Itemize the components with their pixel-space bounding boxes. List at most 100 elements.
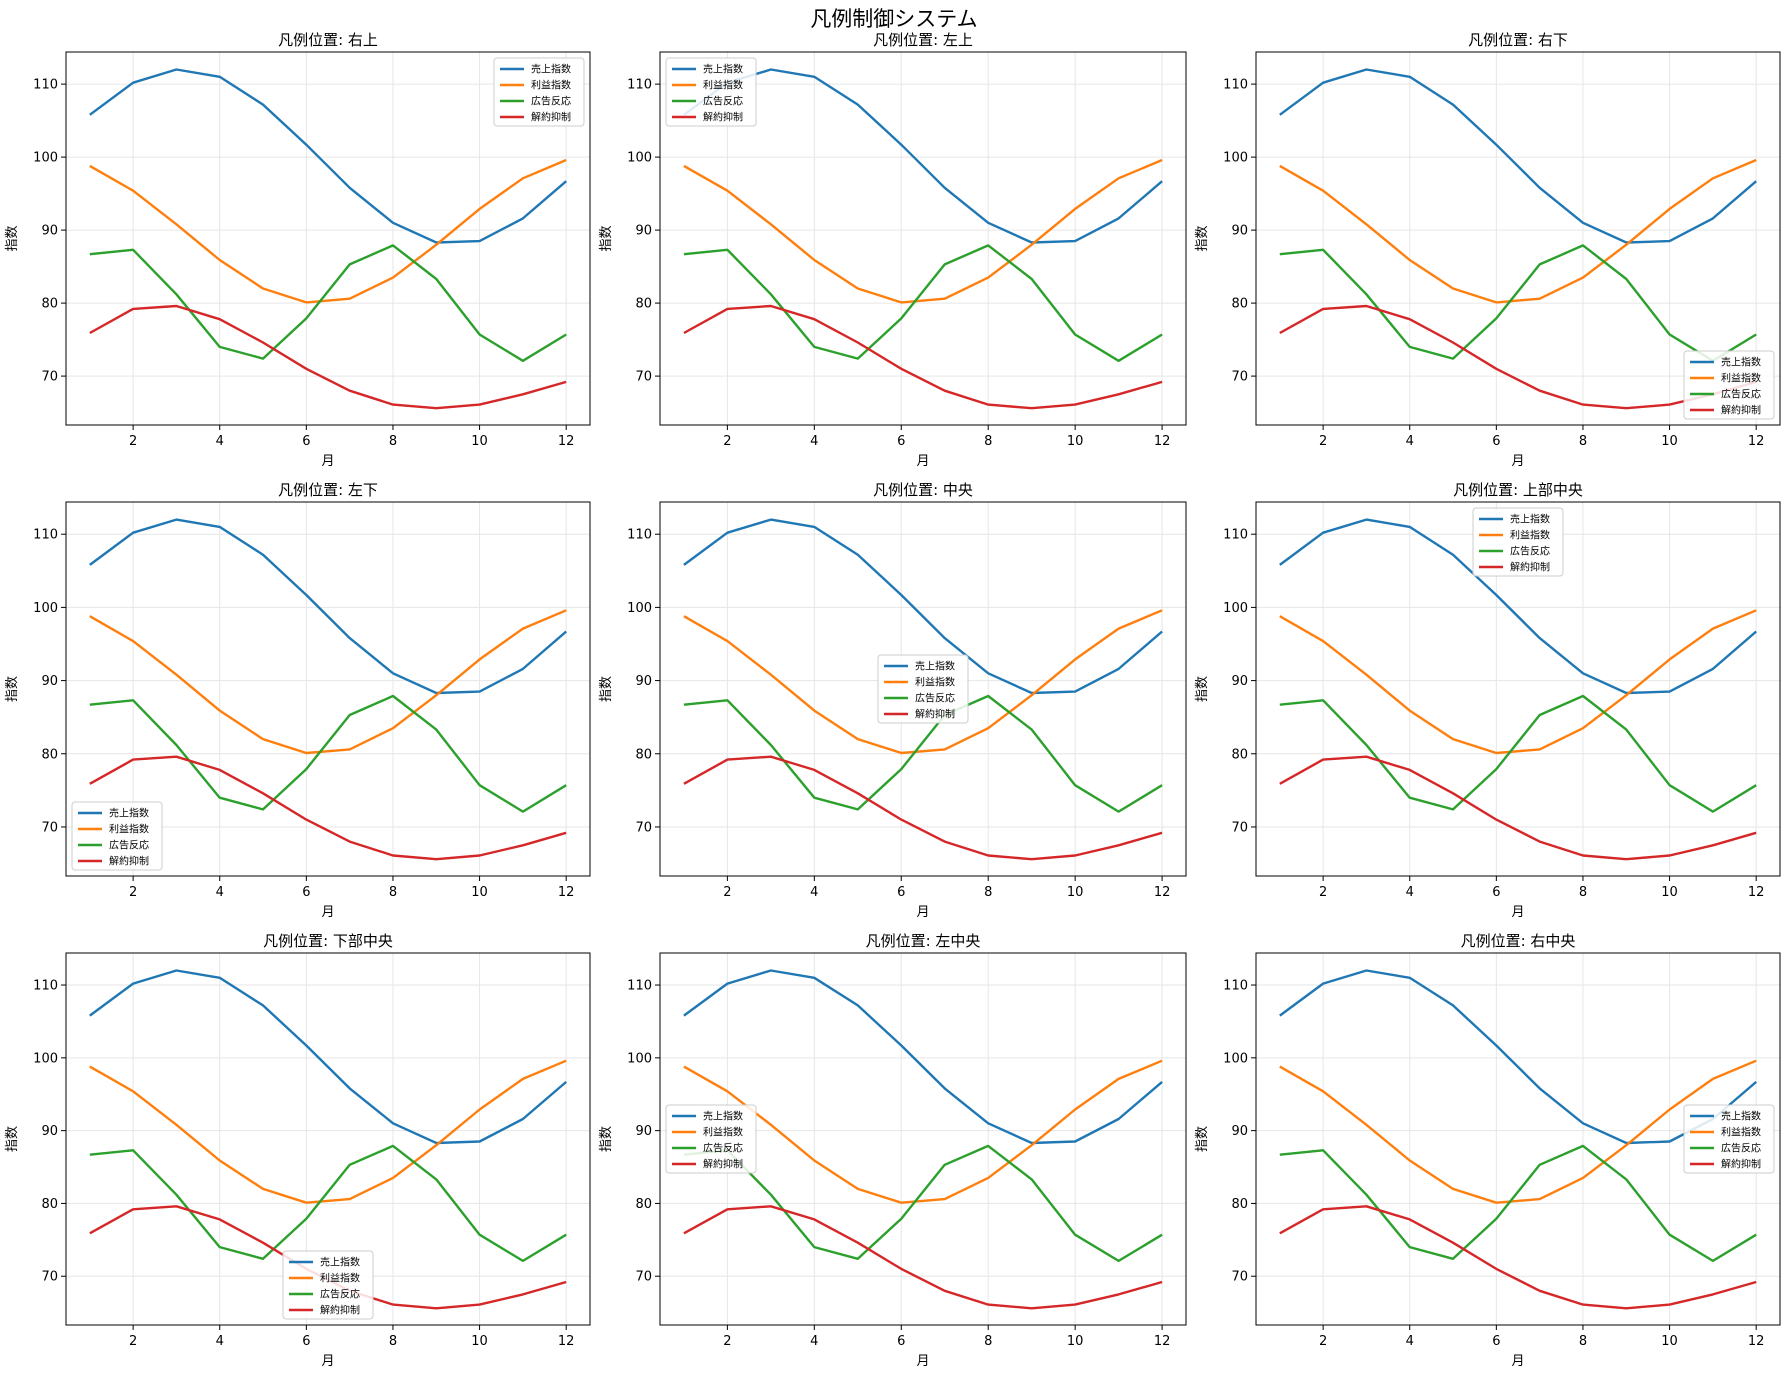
y-axis-label: 指数 xyxy=(5,1126,20,1152)
legend-label-ad: 広告反応 xyxy=(1721,1142,1761,1155)
x-tick-label: 12 xyxy=(1748,885,1765,900)
y-tick-label: 100 xyxy=(33,151,58,166)
y-tick-label: 90 xyxy=(635,674,652,689)
legend-label-profit: 利益指数 xyxy=(703,79,743,92)
subplot-title: 凡例位置: 左中央 xyxy=(866,932,981,950)
series-line-ad xyxy=(89,1144,567,1263)
y-tick-label: 90 xyxy=(1231,224,1248,239)
x-tick-label: 4 xyxy=(1406,885,1414,900)
series-line-sales xyxy=(1279,68,1757,244)
legend-label-churn: 解約抑制 xyxy=(915,708,955,721)
x-tick-label: 12 xyxy=(558,434,575,449)
legend-label-sales: 売上指数 xyxy=(915,660,955,673)
plot-frame xyxy=(65,952,591,1326)
y-axis-label: 指数 xyxy=(1195,225,1210,251)
x-tick-label: 10 xyxy=(1067,1334,1084,1349)
y-tick-label: 100 xyxy=(627,601,652,616)
x-tick-label: 4 xyxy=(1406,434,1414,449)
legend-label-sales: 売上指数 xyxy=(531,63,571,76)
figure-title: 凡例制御システム xyxy=(810,7,977,31)
x-tick-label: 2 xyxy=(1319,434,1327,449)
x-tick-label: 10 xyxy=(1067,434,1084,449)
y-tick-label: 90 xyxy=(635,1124,652,1139)
x-tick-label: 2 xyxy=(1319,885,1327,900)
series-line-profit xyxy=(89,1059,567,1204)
y-axis-label: 指数 xyxy=(1195,1126,1210,1152)
x-tick-label: 8 xyxy=(1579,885,1587,900)
y-axis-label: 指数 xyxy=(1195,676,1210,702)
subplot-title: 凡例位置: 下部中央 xyxy=(263,932,393,950)
series-line-profit xyxy=(683,1059,1163,1204)
x-tick-label: 6 xyxy=(897,1334,905,1349)
legend-label-ad: 広告反応 xyxy=(320,1288,360,1301)
x-tick-label: 12 xyxy=(558,885,575,900)
x-tick-label: 4 xyxy=(810,434,818,449)
y-tick-label: 70 xyxy=(635,820,652,835)
subplot-title: 凡例位置: 中央 xyxy=(873,481,973,499)
x-tick-label: 6 xyxy=(1492,1334,1500,1349)
x-tick-label: 2 xyxy=(129,434,137,449)
series-line-ad xyxy=(683,244,1163,362)
series-line-sales xyxy=(683,68,1163,244)
series-line-sales xyxy=(683,969,1163,1145)
x-tick-label: 8 xyxy=(389,1334,397,1349)
y-tick-label: 80 xyxy=(635,297,652,312)
y-tick-label: 70 xyxy=(41,820,58,835)
y-tick-label: 110 xyxy=(1223,979,1248,994)
series-line-profit xyxy=(683,609,1163,755)
series-line-ad xyxy=(89,694,567,813)
x-tick-label: 4 xyxy=(216,885,224,900)
series-line-profit xyxy=(89,609,567,755)
legend-label-profit: 利益指数 xyxy=(109,823,149,836)
plot-frame xyxy=(659,501,1187,877)
x-tick-label: 4 xyxy=(216,434,224,449)
x-tick-label: 2 xyxy=(1319,1334,1327,1349)
legend-label-sales: 売上指数 xyxy=(1721,356,1761,369)
legend-box xyxy=(1472,507,1564,577)
y-tick-label: 110 xyxy=(33,979,58,994)
legend-label-churn: 解約抑制 xyxy=(1721,404,1761,417)
legend-label-churn: 解約抑制 xyxy=(320,1304,360,1317)
x-tick-label: 10 xyxy=(471,434,488,449)
x-tick-label: 6 xyxy=(302,434,310,449)
legend-label-profit: 利益指数 xyxy=(1721,1126,1761,1139)
x-tick-label: 8 xyxy=(1579,434,1587,449)
x-tick-label: 8 xyxy=(389,434,397,449)
subplot-3: 2 4 6 8 10 12 70 80 90 100 110 凡例位置: 右下月 指数売上指数利益指数広… xyxy=(1195,31,1781,469)
x-tick-label: 8 xyxy=(1579,1334,1587,1349)
legend-label-sales: 売上指数 xyxy=(1721,1110,1761,1123)
y-axis-label: 指数 xyxy=(599,676,614,702)
legend-label-churn: 解約抑制 xyxy=(109,855,149,868)
x-tick-label: 12 xyxy=(1748,1334,1765,1349)
legend-label-sales: 売上指数 xyxy=(109,807,149,820)
x-tick-label: 12 xyxy=(558,1334,575,1349)
plot-frame xyxy=(65,51,591,426)
x-tick-label: 10 xyxy=(471,1334,488,1349)
x-axis-label: 月 xyxy=(321,905,334,920)
x-axis-label: 月 xyxy=(1511,905,1524,920)
x-axis-label: 月 xyxy=(916,905,929,920)
legend-box xyxy=(1683,350,1775,420)
legend-label-ad: 広告反応 xyxy=(109,839,149,852)
y-tick-label: 90 xyxy=(41,224,58,239)
plot-frame xyxy=(659,952,1187,1326)
y-tick-label: 100 xyxy=(1223,1051,1248,1066)
y-tick-label: 80 xyxy=(1231,297,1248,312)
x-tick-label: 12 xyxy=(1154,885,1171,900)
y-tick-label: 100 xyxy=(1223,601,1248,616)
plot-frame xyxy=(65,501,591,877)
y-tick-label: 80 xyxy=(41,1197,58,1212)
x-tick-label: 6 xyxy=(897,885,905,900)
y-tick-label: 110 xyxy=(1223,78,1248,93)
x-axis-label: 月 xyxy=(1511,1354,1524,1369)
subplot-title: 凡例位置: 右上 xyxy=(278,31,378,49)
